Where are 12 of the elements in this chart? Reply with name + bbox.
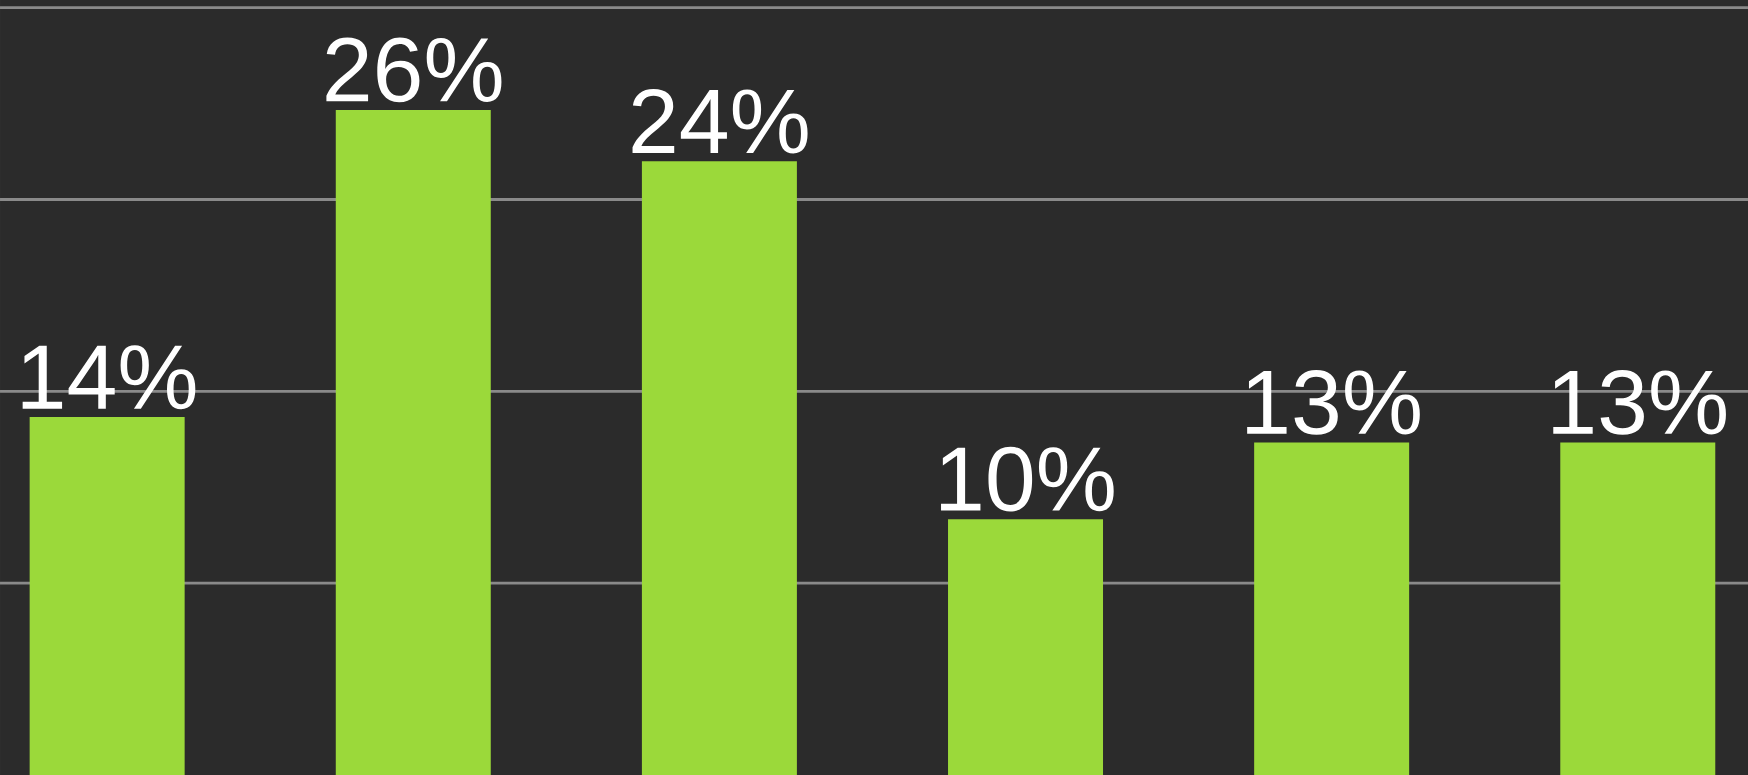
data-label: 24% [632,89,808,154]
bar [948,519,1104,775]
bar [335,109,491,775]
data-label: 26% [326,37,502,103]
data-label: 10% [941,446,1114,512]
data-label: 13% [1553,370,1726,435]
bar [29,416,185,775]
bar [1254,442,1410,775]
bar [641,161,797,775]
data-label: 13% [1247,370,1420,435]
bar [1560,442,1716,775]
data-label: 14% [22,345,196,410]
